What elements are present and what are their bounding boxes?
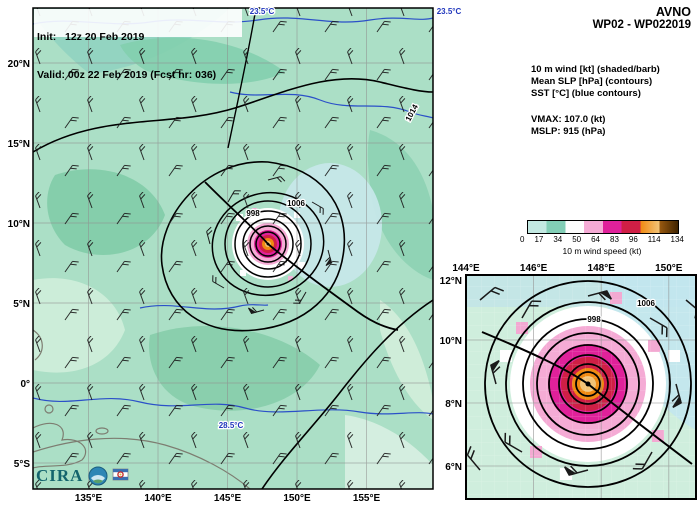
colorbar-tick: 34	[553, 235, 563, 244]
init-time: Init: 12z 20 Feb 2019	[37, 31, 145, 43]
lat-label: 20°N	[8, 59, 30, 70]
sst-label-235-left: 23.5°C	[250, 7, 275, 16]
lon-label: 150°E	[283, 493, 311, 504]
inset-axis-labels: 144°E 146°E 148°E 150°E 12°N 10°N 8°N 6°…	[440, 263, 683, 473]
colorbar-tick: 134	[670, 235, 684, 244]
inset-lat-label: 10°N	[440, 336, 462, 347]
map-border	[32, 7, 434, 490]
colorbar-label: 10 m wind speed (kt)	[562, 246, 642, 256]
model-name: AVNO	[655, 5, 691, 19]
legend-slp-line: Mean SLP [hPa] (contours)	[531, 76, 653, 87]
valid-time: Valid: 00z 22 Feb 2019 (Fcst hr: 036)	[37, 68, 217, 81]
init-valid-block: Init: 12z 20 Feb 2019 Valid: 00z 22 Feb …	[37, 6, 216, 94]
mslp-value: MSLP: 915 (hPa)	[531, 126, 606, 137]
colorbar-tick: 83	[610, 235, 619, 244]
storm-id: WP02 - WP022019	[592, 19, 691, 31]
colorbar	[527, 220, 679, 234]
lat-label: 5°N	[13, 299, 30, 310]
colorbar-tick: 64	[591, 235, 601, 244]
cira-logo: CIRA	[36, 464, 132, 488]
inset-lat-label: 8°N	[445, 399, 462, 410]
colorbar-tick: 0	[520, 235, 525, 244]
legend-sst-line: SST [°C] (blue contours)	[531, 88, 641, 99]
lon-label: 140°E	[144, 493, 172, 504]
inset-border	[465, 274, 697, 500]
lon-label: 155°E	[353, 493, 381, 504]
lat-label: 0°	[20, 379, 30, 390]
inset-slp-contours	[481, 280, 693, 488]
colorbar-tick: 96	[628, 235, 638, 244]
inset-lon-label: 148°E	[588, 263, 616, 274]
inset-lon-label: 146°E	[520, 263, 548, 274]
inset-lon-label: 150°E	[655, 263, 683, 274]
model-storm-block: AVNO WP02 - WP022019	[593, 5, 691, 31]
wind-barbs	[33, 8, 433, 489]
colorbar-tick: 50	[572, 235, 582, 244]
sst-label-235-right: 23.5°C	[437, 7, 462, 16]
inset-slp-label-1006: 1006	[637, 299, 655, 308]
lat-label: 5°S	[14, 459, 31, 470]
lon-label: 145°E	[214, 493, 242, 504]
inset-contour-labels: 998 1006	[586, 298, 657, 326]
sst-label-285: 28.5°C	[219, 421, 244, 430]
legend-wind-line: 10 m wind [kt] (shaded/barb)	[531, 64, 660, 75]
legend-gap	[531, 100, 660, 114]
lon-label: 135°E	[75, 493, 103, 504]
inset-lon-label: 144°E	[452, 263, 480, 274]
inset-slp-label-998: 998	[587, 315, 601, 324]
header-backdrop	[34, 9, 242, 37]
cira-emblem-icon	[88, 466, 129, 486]
slp-label-998: 998	[246, 209, 260, 218]
pixel-grid-overlay	[466, 275, 696, 499]
colorbar-tick: 114	[647, 235, 661, 244]
main-map: 998 1006 1014 23.5°C 23.5°C 28.5°C 20°N …	[8, 6, 463, 504]
cira-wordmark: CIRA	[36, 466, 84, 485]
legend-block: 10 m wind [kt] (shaded/barb) Mean SLP [h…	[531, 64, 660, 138]
inset-lat-label: 12°N	[440, 276, 462, 287]
vmax-value: VMAX: 107.0 (kt)	[531, 114, 606, 125]
slp-label-1006: 1006	[287, 199, 305, 208]
main-map-axis-labels: 20°N 15°N 10°N 5°N 0° 5°S 135°E 140°E 14…	[8, 59, 381, 504]
inset-lat-label: 6°N	[445, 462, 462, 473]
inset-map: 998 1006 144°E 146°E 148°E 150°E 12°N 10…	[440, 263, 697, 500]
lat-label: 15°N	[8, 139, 30, 150]
lat-label: 10°N	[8, 219, 30, 230]
colorbar-ticks: 0 17 34 50 64 83 96 114 134	[520, 235, 684, 244]
colorbar-tick: 17	[534, 235, 544, 244]
